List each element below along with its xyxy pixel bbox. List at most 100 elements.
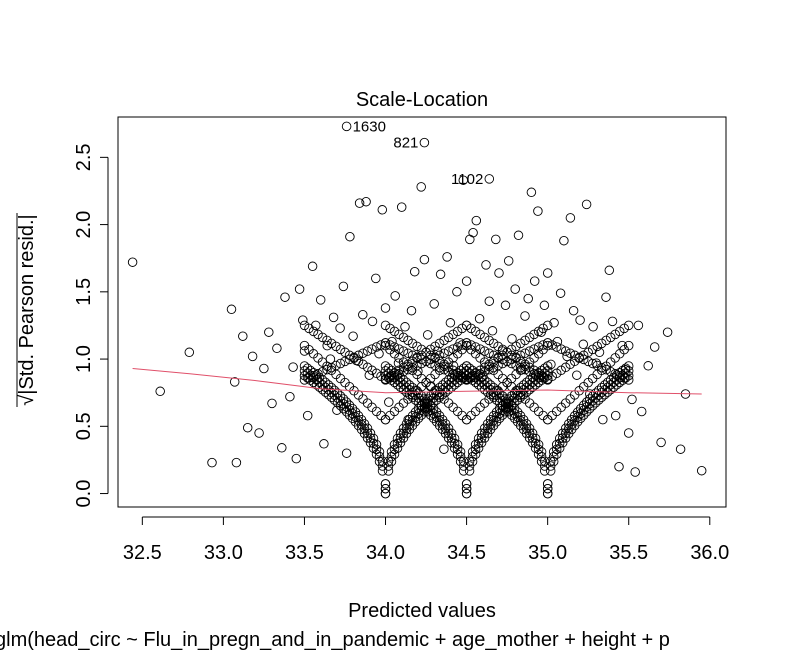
data-point [383,456,394,466]
data-point [488,362,499,373]
point-labels-layer: 1630 821 1102 [353,118,484,188]
data-point [575,403,586,414]
data-point [400,322,410,332]
data-point [491,407,502,417]
data-point [416,354,427,365]
data-point [484,364,494,375]
data-point [551,444,562,455]
data-point [351,355,362,366]
data-point [421,347,431,358]
data-point [542,338,553,348]
data-point [545,456,556,466]
data-point [560,346,571,356]
data-point [588,322,598,332]
data-point [403,364,413,375]
data-point [374,348,384,359]
data-point [338,394,349,404]
data-point [536,327,546,337]
data-point [481,260,491,270]
data-point [439,444,449,454]
data-point [569,411,580,421]
data-point [500,300,511,311]
data-point [319,439,329,449]
data-point [605,366,616,377]
data-point [630,467,640,477]
data-point [542,488,553,499]
data-point [539,456,550,466]
data-point [367,316,378,327]
data-point [338,281,349,292]
y-tick-label: 0.0 [73,480,95,508]
data-point [497,346,508,356]
data-point [312,374,323,384]
data-point [503,394,514,404]
data-point [428,388,439,398]
data-point [350,407,361,417]
y-axis-label-root: √ [16,395,38,406]
data-point [368,433,379,444]
data-point [479,366,490,377]
data-point [610,410,621,421]
data-point [448,344,458,354]
data-point [533,444,544,455]
x-tick-label: 33.5 [285,542,324,564]
data-point [365,433,376,443]
data-point [383,363,394,373]
data-point [416,358,427,369]
data-point [371,273,381,284]
data-point [556,344,566,354]
data-point [332,388,343,398]
x-tick-label: 35.0 [528,542,567,564]
data-point [409,266,420,277]
y-tick-label: 1.0 [73,345,95,373]
data-point [509,388,520,398]
data-point [390,291,400,301]
data-point [155,386,165,397]
y-tick-label: 2.0 [73,211,95,239]
data-point [649,342,660,352]
data-point [487,326,498,336]
data-point [383,466,394,476]
x-tick-label: 34.5 [447,542,486,564]
points-layer [127,121,707,499]
data-point [383,461,394,471]
data-point [341,448,352,458]
data-point [474,313,485,324]
data-point [479,346,490,356]
plot-frame [117,116,727,508]
data-point [470,342,481,352]
data-point [348,331,358,341]
data-point [484,296,495,306]
data-point [507,334,517,344]
data-point [421,356,431,367]
data-point [555,288,566,298]
data-point [518,380,529,390]
data-point [380,479,391,489]
data-point [598,414,608,425]
data-point [443,346,454,356]
data-point [448,369,458,379]
data-point [549,318,559,328]
data-point [524,346,535,356]
data-point [277,443,287,453]
data-point [247,351,258,362]
data-point [461,479,472,489]
data-point [526,187,537,198]
data-point [585,389,595,399]
data-point [675,444,686,454]
data-point [259,363,269,374]
data-point [620,365,631,375]
data-point [557,428,568,438]
data-point [502,356,512,367]
data-point [307,261,318,272]
data-point [361,196,371,207]
data-point [389,449,400,460]
data-point [419,254,430,265]
data-point [434,411,445,421]
data-point [623,361,634,371]
data-point [422,397,433,407]
data-point [448,361,459,371]
data-point [551,342,562,352]
data-point [403,414,413,425]
